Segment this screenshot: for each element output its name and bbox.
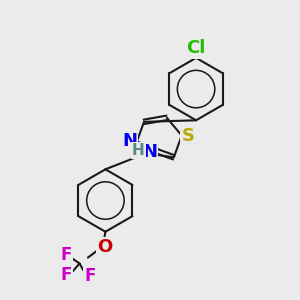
Text: F: F (84, 267, 96, 285)
Text: H: H (132, 143, 145, 158)
Text: F: F (61, 246, 72, 264)
Text: S: S (182, 127, 195, 145)
Text: O: O (97, 238, 112, 256)
Text: N: N (142, 143, 157, 161)
Text: Cl: Cl (186, 39, 206, 57)
Text: N: N (122, 132, 137, 150)
Text: F: F (61, 266, 72, 284)
